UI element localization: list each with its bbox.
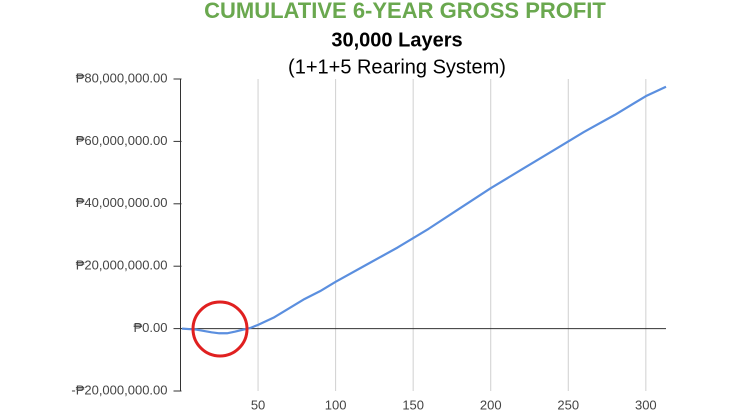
x-tick-label: 250 xyxy=(557,397,579,412)
x-tick-label: 150 xyxy=(402,397,424,412)
chart-title: CUMULATIVE 6-YEAR GROSS PROFIT xyxy=(204,0,606,23)
y-tick-label: ₱40,000,000.00 xyxy=(76,195,168,210)
chart-subtitle: (1+1+5 Rearing System) xyxy=(288,56,506,78)
data-line xyxy=(181,85,667,335)
x-tick-label: 50 xyxy=(251,397,265,412)
x-tick-label: 100 xyxy=(325,397,347,412)
chart-subtitle: 30,000 Layers xyxy=(331,29,462,51)
highlight-circle xyxy=(191,300,249,358)
x-tick-label: 300 xyxy=(635,397,657,412)
y-tick-label: ₱20,000,000.00 xyxy=(76,258,168,273)
y-tick-label: ₱60,000,000.00 xyxy=(76,133,168,148)
y-tick-label: ₱80,000,000.00 xyxy=(76,70,168,85)
y-tick-label: ₱0.00 xyxy=(134,320,168,335)
x-tick-label: 200 xyxy=(480,397,502,412)
plot-area: 50 100 150 200 250 300 -₱20,000,000.00 ₱0.00 ₱20… xyxy=(71,70,667,412)
y-tick-label: -₱20,000,000.00 xyxy=(71,382,167,397)
